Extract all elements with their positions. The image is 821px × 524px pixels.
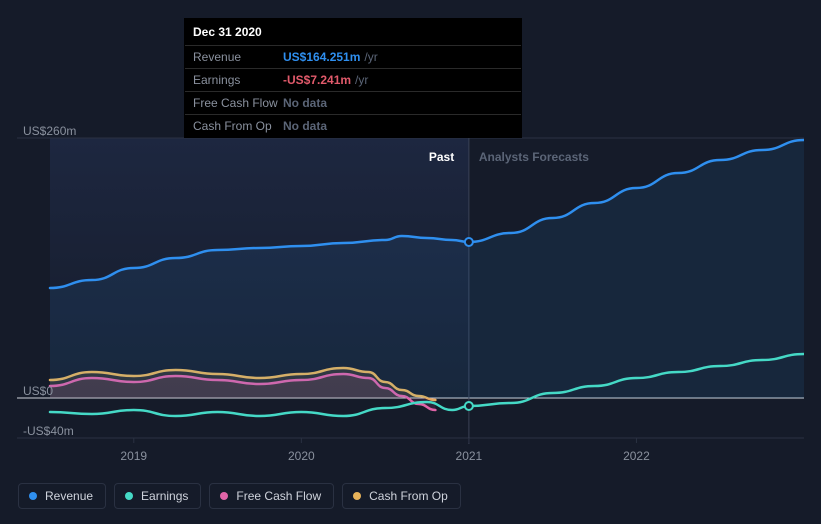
tooltip-row: Free Cash FlowNo data	[185, 92, 521, 115]
y-axis-label: US$260m	[23, 124, 76, 138]
tooltip-row-label: Revenue	[193, 50, 283, 64]
tooltip-row: Earnings-US$7.241m/yr	[185, 69, 521, 92]
chart-legend: Revenue Earnings Free Cash Flow Cash From O…	[18, 483, 461, 509]
legend-dot-icon	[29, 492, 37, 500]
tooltip-row-label: Cash From Op	[193, 119, 283, 133]
y-axis-label: -US$40m	[23, 424, 74, 438]
x-axis-label: 2022	[623, 449, 650, 463]
x-axis-label: 2020	[288, 449, 315, 463]
legend-dot-icon	[220, 492, 228, 500]
legend-label: Free Cash Flow	[236, 489, 321, 503]
legend-item-cash-from-op[interactable]: Cash From Op	[342, 483, 461, 509]
tooltip-row: RevenueUS$164.251m/yr	[185, 46, 521, 69]
chart-tooltip: Dec 31 2020 RevenueUS$164.251m/yrEarning…	[184, 18, 522, 138]
legend-label: Revenue	[45, 489, 93, 503]
tooltip-row-value: No data	[283, 119, 327, 133]
x-axis-label: 2019	[120, 449, 147, 463]
legend-dot-icon	[125, 492, 133, 500]
chart-area: US$260m US$0 -US$40m 2019 2020 2021 2022 Past…	[17, 120, 804, 460]
forecast-label: Analysts Forecasts	[479, 150, 589, 164]
tooltip-row-value: US$164.251m	[283, 50, 360, 64]
tooltip-date: Dec 31 2020	[185, 19, 521, 46]
legend-item-earnings[interactable]: Earnings	[114, 483, 201, 509]
tooltip-row-value: -US$7.241m	[283, 73, 351, 87]
tooltip-row-value: No data	[283, 96, 327, 110]
legend-label: Cash From Op	[369, 489, 448, 503]
tooltip-row-label: Free Cash Flow	[193, 96, 283, 110]
tooltip-row-label: Earnings	[193, 73, 283, 87]
y-axis-label: US$0	[23, 384, 53, 398]
tooltip-row: Cash From OpNo data	[185, 115, 521, 137]
tooltip-row-unit: /yr	[364, 50, 377, 64]
past-label: Past	[429, 150, 454, 164]
tooltip-row-unit: /yr	[355, 73, 368, 87]
legend-item-free-cash-flow[interactable]: Free Cash Flow	[209, 483, 334, 509]
legend-dot-icon	[353, 492, 361, 500]
legend-label: Earnings	[141, 489, 188, 503]
legend-item-revenue[interactable]: Revenue	[18, 483, 106, 509]
x-axis-label: 2021	[456, 449, 483, 463]
line-chart-svg	[17, 120, 804, 460]
